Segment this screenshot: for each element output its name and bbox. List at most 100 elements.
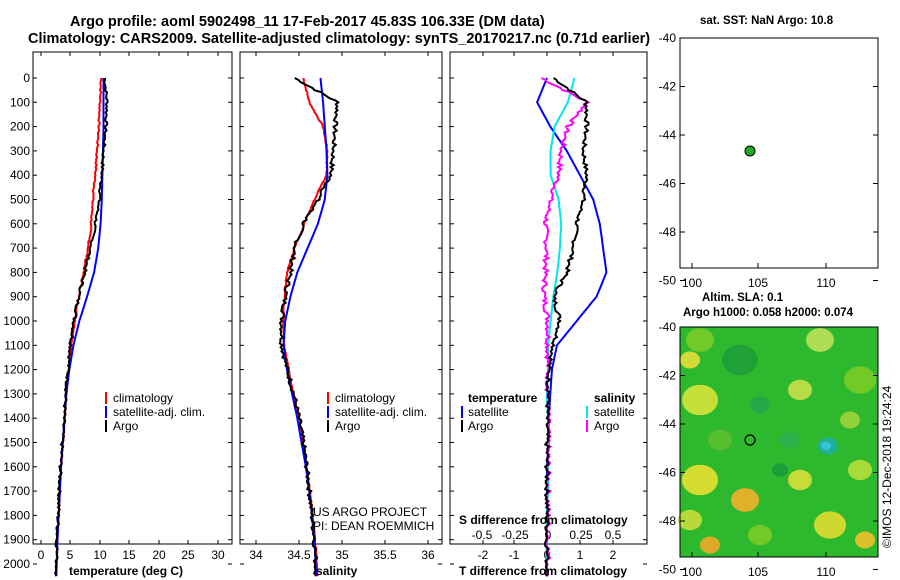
- depth-tick-label: 800: [10, 265, 30, 279]
- map-x-tick-label: 105: [748, 276, 768, 290]
- depth-tick-label: 600: [10, 217, 30, 231]
- salinity-legend: climatology satellite-adj. clim. Argo: [327, 391, 427, 433]
- temperature-panel: 0100200300400500600700800900100011001200…: [3, 51, 233, 578]
- x-tick-label: 30: [211, 548, 225, 562]
- credit-project: US ARGO PROJECT: [313, 505, 428, 519]
- legend-salinity-head: salinity: [594, 391, 636, 405]
- depth-tick-label: 1800: [3, 508, 30, 522]
- depth-tick-label: 2000: [3, 557, 30, 571]
- s-difference-label: S difference from climatology: [459, 513, 628, 527]
- sst-map: sat. SST: NaN Argo: 10.8 -40 -42 -44 -46 -48…: [659, 15, 879, 290]
- sst-map-box: [679, 37, 879, 269]
- salinity-climatology-line: [282, 77, 329, 577]
- map-y-tick-label: -46: [659, 177, 677, 191]
- salinity-axes-box: [239, 51, 443, 545]
- depth-tick-label: 1500: [3, 436, 30, 450]
- map-x-tick-label: 110: [816, 276, 835, 290]
- legend-satellite-adj: satellite-adj. clim.: [113, 405, 205, 419]
- depth-tick-label: 1000: [3, 314, 30, 328]
- title-line-1: Argo profile: aoml 5902498_11 17-Feb-201…: [70, 14, 545, 30]
- argo-location-ring: [744, 434, 756, 446]
- t-difference-xlabel: T difference from climatology: [459, 564, 627, 578]
- sla-field: [678, 327, 878, 557]
- diff-t-argo-line: [543, 77, 590, 577]
- x-tick-label: 15: [122, 548, 136, 562]
- depth-tick-label: 1400: [3, 411, 30, 425]
- sla-map-title-1: Altim. SLA: 0.1: [702, 292, 784, 304]
- argo-location-marker: [744, 145, 756, 157]
- depth-tick-label: 400: [10, 168, 30, 182]
- credit-pi: PI: DEAN ROEMMICH: [313, 519, 434, 533]
- map-y-tick-label: -40: [659, 31, 677, 45]
- temperature-legend: climatology satellite-adj. clim. Argo: [105, 391, 205, 433]
- temperature-axes-box: [32, 51, 233, 545]
- difference-panel: -2 -1 0 1 2 -0.5 -0.25 0 0.25 0.5 S difference f…: [449, 51, 648, 578]
- depth-tick-label: 300: [10, 144, 30, 158]
- legend-climatology: climatology: [113, 391, 173, 405]
- map-y-tick-label: -42: [659, 80, 677, 94]
- legend-temperature-head: temperature: [468, 391, 538, 405]
- sla-map-title-2: Argo h1000: 0.058 h2000: 0.074: [683, 307, 854, 319]
- map-y-tick-label: -42: [659, 369, 677, 383]
- sla-map: Altim. SLA: 0.1 Argo h1000: 0.058 h2000:…: [659, 292, 879, 579]
- legend-t-satellite: satellite: [468, 405, 509, 419]
- difference-legend: temperature satellite Argo salinity sate…: [461, 391, 636, 433]
- x-tick-label: 10: [93, 548, 107, 562]
- legend-satellite-adj-s: satellite-adj. clim.: [335, 405, 427, 419]
- depth-tick-label: 1700: [3, 484, 30, 498]
- map-y-tick-label: -40: [659, 320, 677, 334]
- map-y-tick-label: -44: [659, 128, 677, 142]
- x-tick-label: 34.5: [287, 548, 311, 562]
- watermark: ©IMOS 12-Dec-2018 19:24:24: [880, 385, 894, 548]
- map-y-tick-label: -48: [659, 225, 677, 239]
- map-x-tick-label: 105: [748, 565, 768, 579]
- x-tick-label: 25: [181, 548, 195, 562]
- sla-map-box: [679, 326, 879, 558]
- map-y-tick-label: -50: [659, 274, 677, 288]
- x-tick-label: 36: [421, 548, 435, 562]
- legend-s-argo: Argo: [594, 419, 620, 433]
- depth-tick-label: 500: [10, 193, 30, 207]
- sst-map-title: sat. SST: NaN Argo: 10.8: [700, 15, 834, 27]
- depth-tick-label: 1600: [3, 460, 30, 474]
- s-tick-label: 0.25: [569, 528, 593, 542]
- map-y-tick-label: -48: [659, 514, 677, 528]
- salinity-argo-line: [278, 77, 341, 577]
- s-tick-label: -0.5: [472, 528, 493, 542]
- map-y-tick-label: -46: [659, 466, 677, 480]
- depth-tick-label: 1900: [3, 533, 30, 547]
- s-tick-label: 0.5: [605, 528, 622, 542]
- legend-argo-s: Argo: [335, 419, 361, 433]
- x-tick-label: -2: [478, 548, 489, 562]
- temperature-argo-line: [54, 77, 109, 577]
- salinity-xlabel: salinity: [316, 564, 358, 578]
- title-line-2: Climatology: CARS2009. Satellite-adjuste…: [28, 31, 650, 47]
- x-tick-label: 1: [577, 548, 584, 562]
- x-tick-label: -1: [509, 548, 520, 562]
- x-tick-label: 35: [335, 548, 349, 562]
- temperature-xlabel: temperature (deg C): [69, 564, 183, 578]
- x-tick-label: 5: [67, 548, 74, 562]
- x-tick-label: 34: [249, 548, 263, 562]
- depth-tick-label: 900: [10, 290, 30, 304]
- depth-tick-label: 1200: [3, 363, 30, 377]
- map-x-tick-label: 100: [682, 276, 702, 290]
- map-x-tick-label: 110: [816, 565, 835, 579]
- depth-tick-label: 1100: [4, 338, 30, 352]
- s-tick-label: -0.25: [501, 528, 529, 542]
- map-y-tick-label: -50: [659, 563, 677, 577]
- map-x-tick-label: 100: [682, 565, 702, 579]
- map-y-tick-label: -44: [659, 417, 677, 431]
- legend-argo: Argo: [113, 419, 139, 433]
- depth-tick-label: 100: [10, 95, 30, 109]
- difference-axes-box: [449, 51, 648, 545]
- x-tick-label: 35.5: [373, 548, 397, 562]
- diff-s-satellite-line: [545, 77, 576, 577]
- salinity-panel: 34 34.5 35 35.5 36 salinity climatology sate…: [239, 51, 443, 578]
- depth-tick-label: 700: [10, 241, 30, 255]
- depth-tick-label: 0: [23, 71, 30, 85]
- x-tick-label: 2: [610, 548, 617, 562]
- salinity-satellite-line: [282, 77, 329, 577]
- x-tick-label: 20: [152, 548, 166, 562]
- depth-tick-label: 1300: [3, 387, 30, 401]
